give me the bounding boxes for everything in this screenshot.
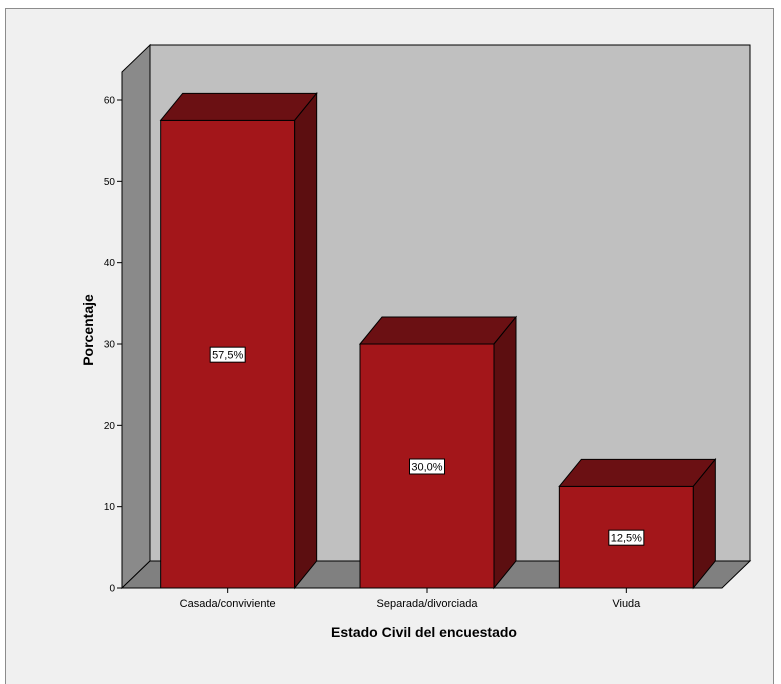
data-label-box [409, 458, 445, 475]
y-tick-label: 30 [104, 340, 116, 351]
x-axis-title: Estado Civil del encuestado [331, 624, 517, 640]
data-label: 12,5% [611, 533, 642, 545]
bar-side [692, 457, 716, 590]
data-label-box [209, 346, 246, 363]
y-axis: 0 10 20 30 40 50 60 [104, 96, 122, 595]
x-axis: Casada/conviviente Separada/divorciada Viu… [117, 587, 722, 610]
y-tick-label: 20 [104, 421, 116, 432]
y-tick-label: 10 [104, 502, 116, 513]
data-label: 57,5% [212, 350, 243, 362]
bar-top [358, 316, 518, 345]
bar-top [159, 92, 318, 121]
x-tick-label: Casada/conviviente [180, 598, 276, 610]
data-label-box [608, 529, 645, 546]
bar-group: 30,0% [358, 315, 518, 590]
y-tick-label: 0 [109, 584, 115, 595]
x-tick-label: Viuda [612, 598, 641, 610]
y-tick-label: 50 [104, 177, 116, 188]
bar-side [294, 91, 318, 590]
data-label: 30,0% [411, 462, 442, 474]
bar-group: 57,5% [159, 91, 318, 590]
bar-side [493, 315, 517, 590]
y-tick-label: 40 [104, 258, 116, 269]
x-tick-label: Separada/divorciada [377, 598, 479, 610]
y-axis-title: Porcentaje [80, 294, 96, 366]
bars: 57,5% 30,0% 12,5% [159, 91, 717, 590]
bar-top [558, 458, 717, 487]
y-tick-label: 60 [104, 96, 116, 107]
side-wall [121, 43, 151, 590]
bar-group: 12,5% [558, 457, 717, 590]
